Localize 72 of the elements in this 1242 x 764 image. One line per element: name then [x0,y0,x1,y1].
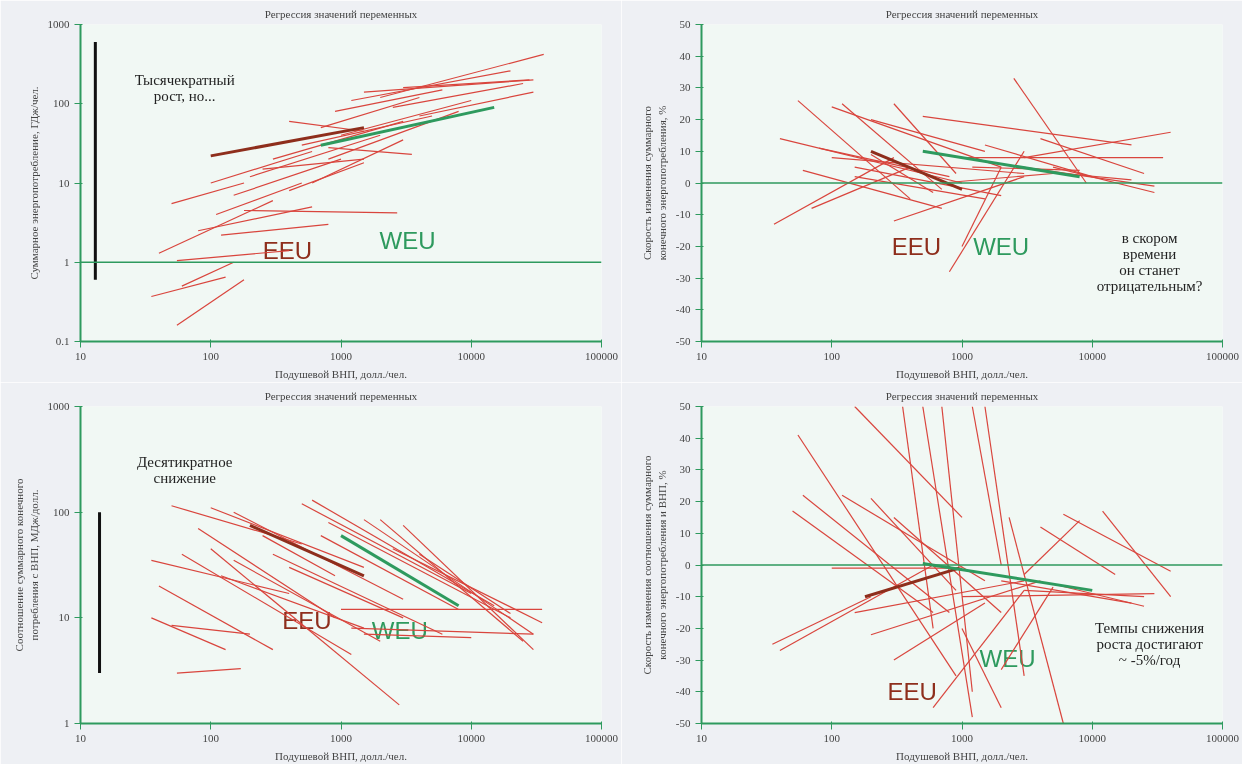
annotation: Темпы снижения роста достигают ~ -5%/год [1095,620,1205,669]
y-tick-label: 10 [679,144,691,157]
text: WEU [973,232,1030,260]
y-tick-label: -50 [675,717,691,729]
y-tick-label: 30 [679,81,691,94]
chart-title: Регрессия значений переменных [264,7,418,20]
y-tick-label: 50 [679,400,691,412]
annotation: Тысячекратный рост, но... [134,71,235,104]
x-axis-title: Подушевой ВНП, долл./чел. [896,749,1029,762]
y-tick-label: -40 [675,303,691,316]
y-tick-label: 1 [64,717,70,729]
chart-title: Регрессия значений переменных [885,7,1039,20]
y-tick-label: 1000 [47,18,70,30]
y-tick-label: 40 [679,49,691,62]
y-tick-label: -30 [675,653,691,666]
text: EEU [891,232,942,260]
y-tick-label: 100 [53,505,70,518]
annotation: Десятикратное снижение [136,453,233,486]
y-tick-label: 10 [58,176,70,189]
x-tick-label: 10000 [1078,731,1107,744]
y-tick-label: 10 [679,526,691,539]
x-tick-label: 100000 [1206,349,1240,362]
y-tick-label: 0.1 [55,335,70,347]
annotation: в скором времени он станет отрицательным? [1096,230,1203,295]
y-axis-title: Скорость изменения соотношения суммарного конечного энергопотребления и ВНП, % [641,455,668,675]
chart-title: Регрессия значений переменных [264,389,418,402]
y-tick-label: -40 [675,685,691,698]
y-tick-label: 20 [679,113,691,126]
y-axis-title: Скорость изменения суммарного конечного энергопотребления, % [641,105,668,261]
y-axis-title: Соотношение суммарного конечного потребления с ВНП, МДж/долл. [13,478,40,652]
x-tick-label: 1000 [951,731,974,744]
x-tick-label: 10000 [457,349,486,362]
chart-title: Регрессия значений переменных [885,389,1039,402]
y-tick-label: 50 [679,18,691,30]
x-tick-label: 10 [696,731,708,744]
y-tick-label: 40 [679,431,691,444]
x-axis-title: Подушевой ВНП, долл./чел. [275,367,408,380]
y-tick-label: -50 [675,335,691,347]
text: EEU [887,678,937,706]
x-tick-label: 10 [75,731,87,744]
y-tick-label: 0 [685,558,691,571]
y-tick-label: 0 [685,176,691,189]
x-tick-label: 10000 [457,731,486,744]
y-tick-label: -20 [675,621,691,634]
x-tick-label: 1000 [951,349,974,362]
x-tick-label: 100000 [1206,731,1240,744]
y-tick-label: -10 [675,208,691,221]
y-tick-label: 100 [53,97,70,110]
x-tick-label: 10 [75,349,87,362]
x-tick-label: 1000 [330,349,353,362]
x-tick-label: 100 [823,349,841,362]
y-tick-label: 10 [58,611,70,624]
y-tick-label: 30 [679,463,691,476]
x-tick-label: 100 [202,349,220,362]
y-tick-label: 20 [679,495,691,508]
x-tick-label: 1000 [330,731,353,744]
text: WEU [379,226,436,254]
x-tick-label: 100000 [585,731,619,744]
x-tick-label: 100 [202,731,220,744]
x-tick-label: 100000 [585,349,619,362]
y-tick-label: 1000 [47,400,70,412]
y-tick-label: -20 [675,239,691,252]
y-tick-label: -10 [675,590,691,603]
text: EEU [262,237,313,265]
y-axis-title: Суммарное энергопотребление, ГДж/чел. [27,86,40,280]
x-tick-label: 10 [696,349,708,362]
x-tick-label: 10000 [1078,349,1107,362]
x-axis-title: Подушевой ВНП, долл./чел. [275,749,408,762]
x-tick-label: 100 [823,731,841,744]
x-axis-title: Подушевой ВНП, долл./чел. [896,367,1029,380]
y-tick-label: -30 [675,271,691,284]
y-tick-label: 1 [64,255,70,268]
